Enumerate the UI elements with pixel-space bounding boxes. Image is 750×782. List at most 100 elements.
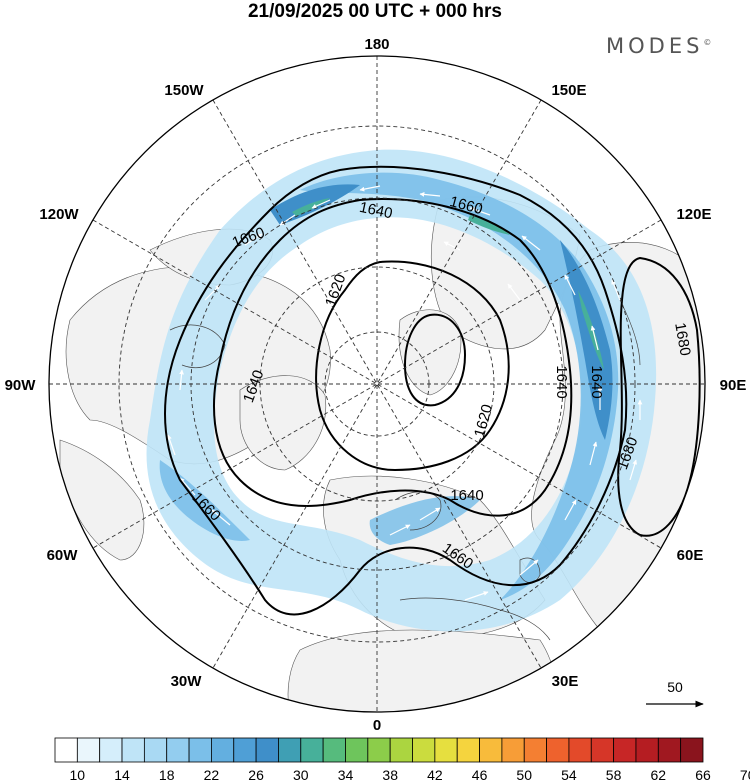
wind-vector bbox=[514, 475, 527, 491]
colorbar-swatch bbox=[412, 737, 436, 763]
colorbar-swatch bbox=[211, 737, 235, 763]
wind-vector bbox=[629, 459, 638, 481]
jet-max-teal-north bbox=[292, 198, 330, 216]
lon-label-30e: 30E bbox=[552, 673, 579, 690]
lon-label-90w: 90W bbox=[5, 377, 37, 394]
colorbar-tick-label: 42 bbox=[427, 767, 443, 782]
colorbar-tick-label: 10 bbox=[70, 767, 86, 782]
wind-vector bbox=[539, 411, 544, 431]
wind-vector bbox=[359, 185, 381, 192]
contour-1620-low bbox=[403, 313, 467, 407]
lon-label-60w: 60W bbox=[47, 547, 79, 564]
meridian-60-240 bbox=[92, 219, 662, 549]
contour-1620 bbox=[315, 260, 510, 472]
colorbar-swatch bbox=[657, 737, 682, 763]
colorbar-swatch bbox=[76, 737, 101, 763]
colorbar-tick-label: 62 bbox=[651, 767, 667, 782]
colorbar-swatch bbox=[99, 737, 123, 763]
contour-label: 1680 bbox=[671, 321, 694, 357]
colorbar-swatch bbox=[456, 737, 480, 763]
colorbar-tick-label: 30 bbox=[293, 767, 309, 782]
meridian-150-330 bbox=[212, 99, 542, 669]
colorbar-tick-label: 58 bbox=[606, 767, 622, 782]
wind-vector bbox=[519, 559, 539, 576]
colorbar-swatch bbox=[278, 737, 302, 763]
lon-label-120w: 120W bbox=[39, 206, 79, 223]
colorbar-tick-label: 70 bbox=[740, 767, 750, 782]
jet-max-teal-ne bbox=[468, 215, 510, 235]
colorbar-tick-label: 34 bbox=[338, 767, 354, 782]
colorbar-swatch bbox=[546, 737, 570, 763]
colorbar-tick-label: 22 bbox=[204, 767, 220, 782]
wind-vector bbox=[464, 591, 489, 601]
lon-label-0: 0 bbox=[373, 717, 381, 734]
contour-label: 1640 bbox=[553, 365, 570, 398]
height-contours bbox=[164, 165, 701, 616]
lon-label-120e: 120E bbox=[676, 206, 711, 223]
contour-1680 bbox=[617, 256, 701, 537]
colorbar-swatch bbox=[479, 737, 503, 763]
wind-vector bbox=[204, 284, 221, 301]
wind-reference-value: 50 bbox=[667, 679, 683, 695]
lon-label-60e: 60E bbox=[677, 547, 704, 564]
contour-label: 1640 bbox=[450, 487, 483, 504]
colorbar-swatch bbox=[188, 737, 212, 763]
wind-vector bbox=[534, 341, 541, 361]
contour-1640 bbox=[213, 198, 573, 517]
lon-label-150e: 150E bbox=[551, 82, 586, 99]
wind-vector bbox=[611, 279, 621, 301]
wind-vector bbox=[564, 499, 577, 521]
colorbar-tick-label: 14 bbox=[114, 767, 130, 782]
wind-vector bbox=[419, 507, 441, 521]
land-gulf-mexico-area bbox=[59, 439, 145, 561]
map-border bbox=[48, 55, 706, 713]
colorbar-swatch bbox=[255, 737, 279, 763]
wind-vector bbox=[589, 441, 598, 466]
wind-vector bbox=[167, 434, 176, 456]
lon-label-150w: 150W bbox=[164, 82, 204, 99]
wind-vector bbox=[389, 524, 411, 536]
wind-vector bbox=[469, 207, 491, 216]
graticule bbox=[49, 56, 705, 712]
colorbar-swatch bbox=[143, 737, 168, 763]
colorbar-swatch bbox=[613, 737, 637, 763]
latitude-circle bbox=[118, 125, 636, 643]
wind-vector bbox=[244, 233, 263, 246]
colorbar-swatch bbox=[523, 737, 547, 763]
contour-label: 1640 bbox=[588, 365, 605, 398]
wind-vector bbox=[179, 477, 196, 496]
colorbar-swatch bbox=[568, 737, 592, 763]
jet-band-outer bbox=[146, 149, 657, 632]
colorbar bbox=[54, 737, 704, 763]
wind-vector bbox=[419, 192, 441, 197]
colorbar-swatch bbox=[434, 737, 458, 763]
colorbar-tick-label: 46 bbox=[472, 767, 488, 782]
coastline-mediterranean bbox=[399, 597, 551, 641]
brand-mark: © bbox=[703, 38, 712, 47]
brand-logo: MODES© bbox=[606, 34, 711, 58]
coastline-caspian bbox=[519, 557, 541, 583]
contour-1660 bbox=[164, 165, 628, 616]
wind-vector bbox=[590, 325, 599, 351]
meridian-30-210 bbox=[212, 99, 542, 669]
wind-vector bbox=[311, 199, 331, 209]
wind-vector bbox=[521, 235, 541, 251]
colorbar-swatch bbox=[345, 737, 369, 763]
wind-vector bbox=[564, 274, 576, 296]
coastline-scandinavia bbox=[394, 491, 442, 531]
lon-label-180: 180 bbox=[364, 36, 389, 53]
colorbar-swatch bbox=[389, 737, 413, 763]
colorbar-swatch bbox=[367, 737, 391, 763]
colorbar-tick-label: 54 bbox=[561, 767, 577, 782]
wind-vector bbox=[443, 241, 461, 251]
colorbar-swatch bbox=[635, 737, 659, 763]
jet-band-atlantic bbox=[369, 496, 480, 545]
longitude-labels: 180 150W 150E 120W 120E 90W 90E 60W 60E … bbox=[5, 36, 747, 734]
colorbar-swatch bbox=[300, 737, 324, 763]
wind-vector bbox=[211, 509, 231, 526]
colorbar-swatch bbox=[501, 737, 525, 763]
lon-label-30w: 30W bbox=[171, 673, 203, 690]
wind-vectors bbox=[167, 185, 643, 601]
colorbar-swatch bbox=[121, 737, 145, 763]
contour-label: 1640 bbox=[358, 199, 394, 223]
